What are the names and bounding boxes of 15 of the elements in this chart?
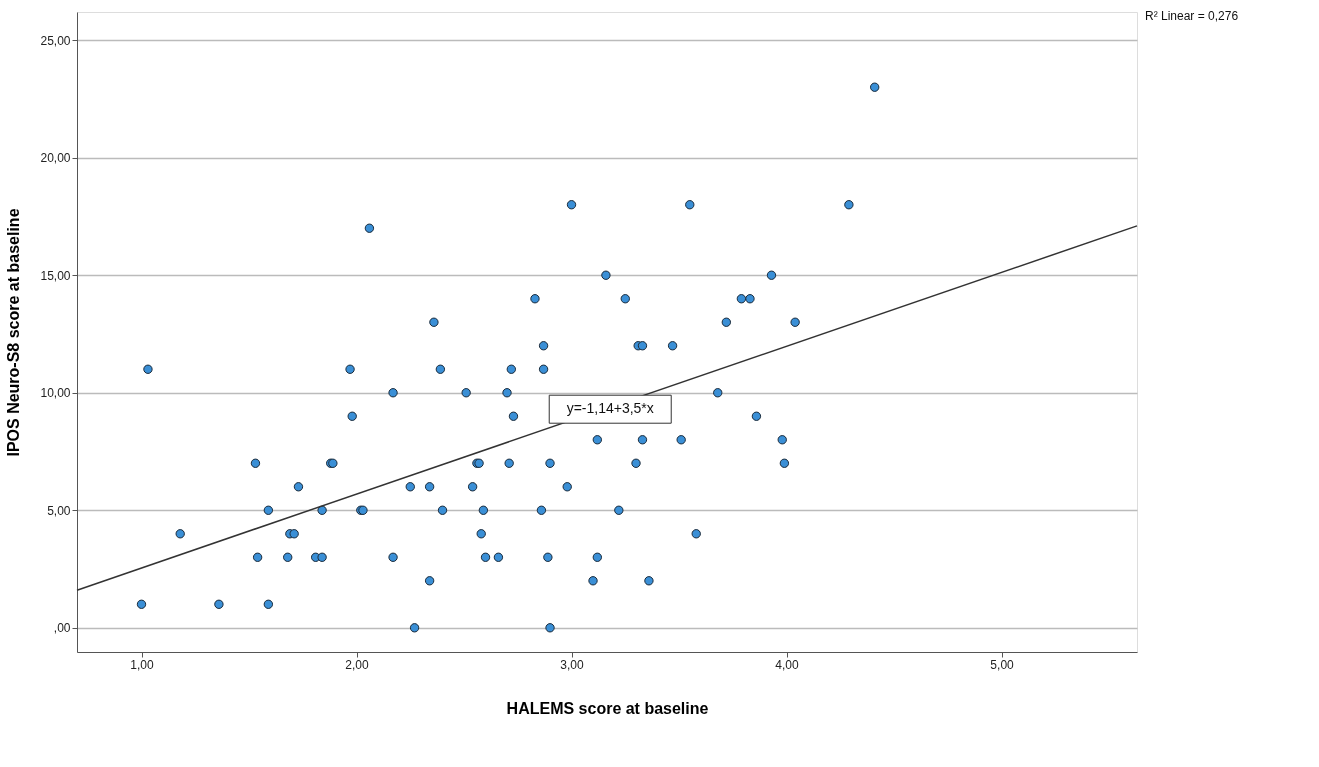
- x-tick-label: 2,00: [345, 657, 370, 672]
- y-tick-label: 25,00: [40, 33, 71, 48]
- x-tick-label: 4,00: [775, 657, 800, 672]
- x-tick-label: 1,00: [130, 657, 155, 672]
- x-tick-label: 3,00: [560, 657, 585, 672]
- y-tick-label: ,00: [53, 621, 71, 636]
- annotation: y=-1,14+3,5*x: [566, 400, 654, 417]
- y-tick-label: 5,00: [47, 503, 71, 518]
- x-tick-label: 5,00: [990, 657, 1015, 672]
- y-tick-label: 10,00: [40, 386, 71, 401]
- text: R² Linear = 0,276: [1145, 9, 1239, 23]
- x-axis-title: HALEMS score at baseline: [506, 699, 709, 717]
- y-tick-label: 15,00: [40, 268, 71, 283]
- y-axis-title: IPOS Neuro-S8 score at baseline: [5, 208, 23, 457]
- y-tick-label: 20,00: [40, 151, 71, 166]
